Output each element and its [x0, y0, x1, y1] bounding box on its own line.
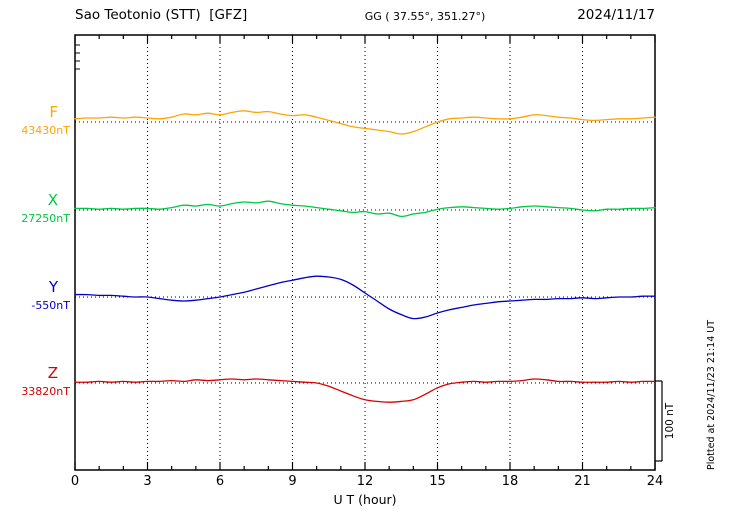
trace-Y [74, 275, 656, 320]
x-tick-label: 6 [215, 474, 225, 489]
component-letter-F: F [49, 103, 58, 121]
component-baseline-value-X: 27250nT [21, 212, 70, 225]
component-baseline-value-Y: -550nT [31, 299, 70, 312]
component-baseline-value-F: 43430nT [21, 124, 70, 137]
plot-date: 2024/11/17 [577, 7, 655, 23]
scale-bar-label: 100 nT [664, 402, 676, 440]
x-tick-label: 15 [429, 474, 446, 489]
x-axis-title: U T (hour) [333, 492, 397, 507]
x-tick-label: 12 [356, 474, 374, 489]
component-letter-X: X [47, 191, 58, 209]
trace-F [74, 110, 656, 135]
component-letter-Y: Y [48, 278, 58, 296]
station-title: Sao Teotonio (STT) [GFZ] [75, 7, 248, 23]
trace-Z [74, 378, 656, 403]
x-tick-label: 0 [70, 474, 80, 489]
x-tick-label: 18 [501, 474, 519, 489]
geographic-coords: GG ( 37.55°, 351.27°) [364, 10, 486, 23]
x-tick-label: 21 [574, 474, 591, 489]
plot-frame [74, 34, 656, 471]
component-letter-Z: Z [47, 364, 58, 382]
component-baseline-value-Z: 33820nT [21, 385, 70, 398]
x-tick-label: 24 [646, 474, 664, 489]
trace-X [74, 200, 656, 218]
x-tick-label: 9 [288, 474, 297, 489]
x-tick-label: 3 [143, 474, 152, 489]
plotted-at-note: Plotted at 2024/11/23 21:14 UT [706, 319, 717, 470]
